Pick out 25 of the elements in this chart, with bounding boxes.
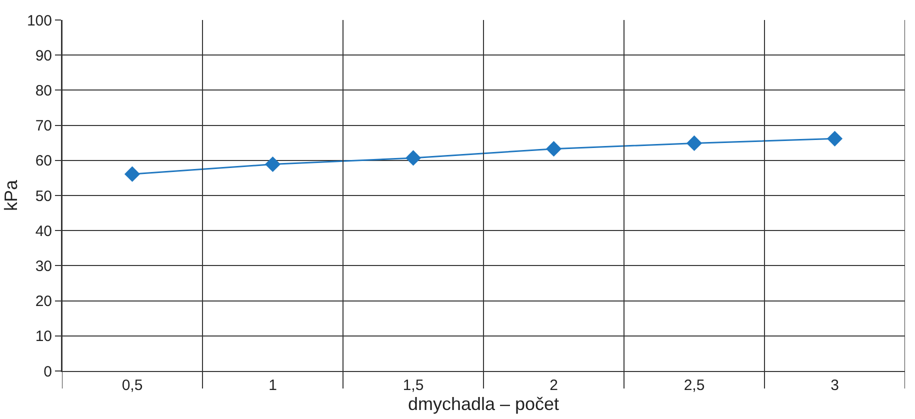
x-tick-label: 0,5 xyxy=(122,377,143,394)
y-tick-label: 80 xyxy=(35,82,52,100)
y-tick-label: 40 xyxy=(35,222,52,240)
y-tick-label: 70 xyxy=(35,118,52,135)
point xyxy=(546,141,562,157)
y-tick-label: 60 xyxy=(35,152,52,170)
x-tick-label: 2,5 xyxy=(684,377,705,394)
y-tick-label: 20 xyxy=(35,293,52,310)
x-tick-label: 1 xyxy=(268,377,277,394)
y-axis-title: kPa xyxy=(1,179,22,212)
point xyxy=(826,130,843,146)
y-tick-label: 10 xyxy=(35,328,52,346)
x-tick-label: 3 xyxy=(830,377,839,394)
y-tick-label: 30 xyxy=(35,258,52,275)
y-tick-label: 0 xyxy=(44,363,52,380)
x-tick-label: 1,5 xyxy=(402,377,424,394)
point xyxy=(264,156,281,172)
y-tick-label: 100 xyxy=(26,12,52,30)
y-tick-label: 90 xyxy=(35,47,52,64)
x-axis-title: dmychadla – počet xyxy=(408,394,560,414)
x-tick-label: 2 xyxy=(550,377,558,394)
point xyxy=(686,135,702,151)
point xyxy=(124,166,140,182)
y-tick-label: 50 xyxy=(35,188,52,205)
point xyxy=(405,150,422,166)
